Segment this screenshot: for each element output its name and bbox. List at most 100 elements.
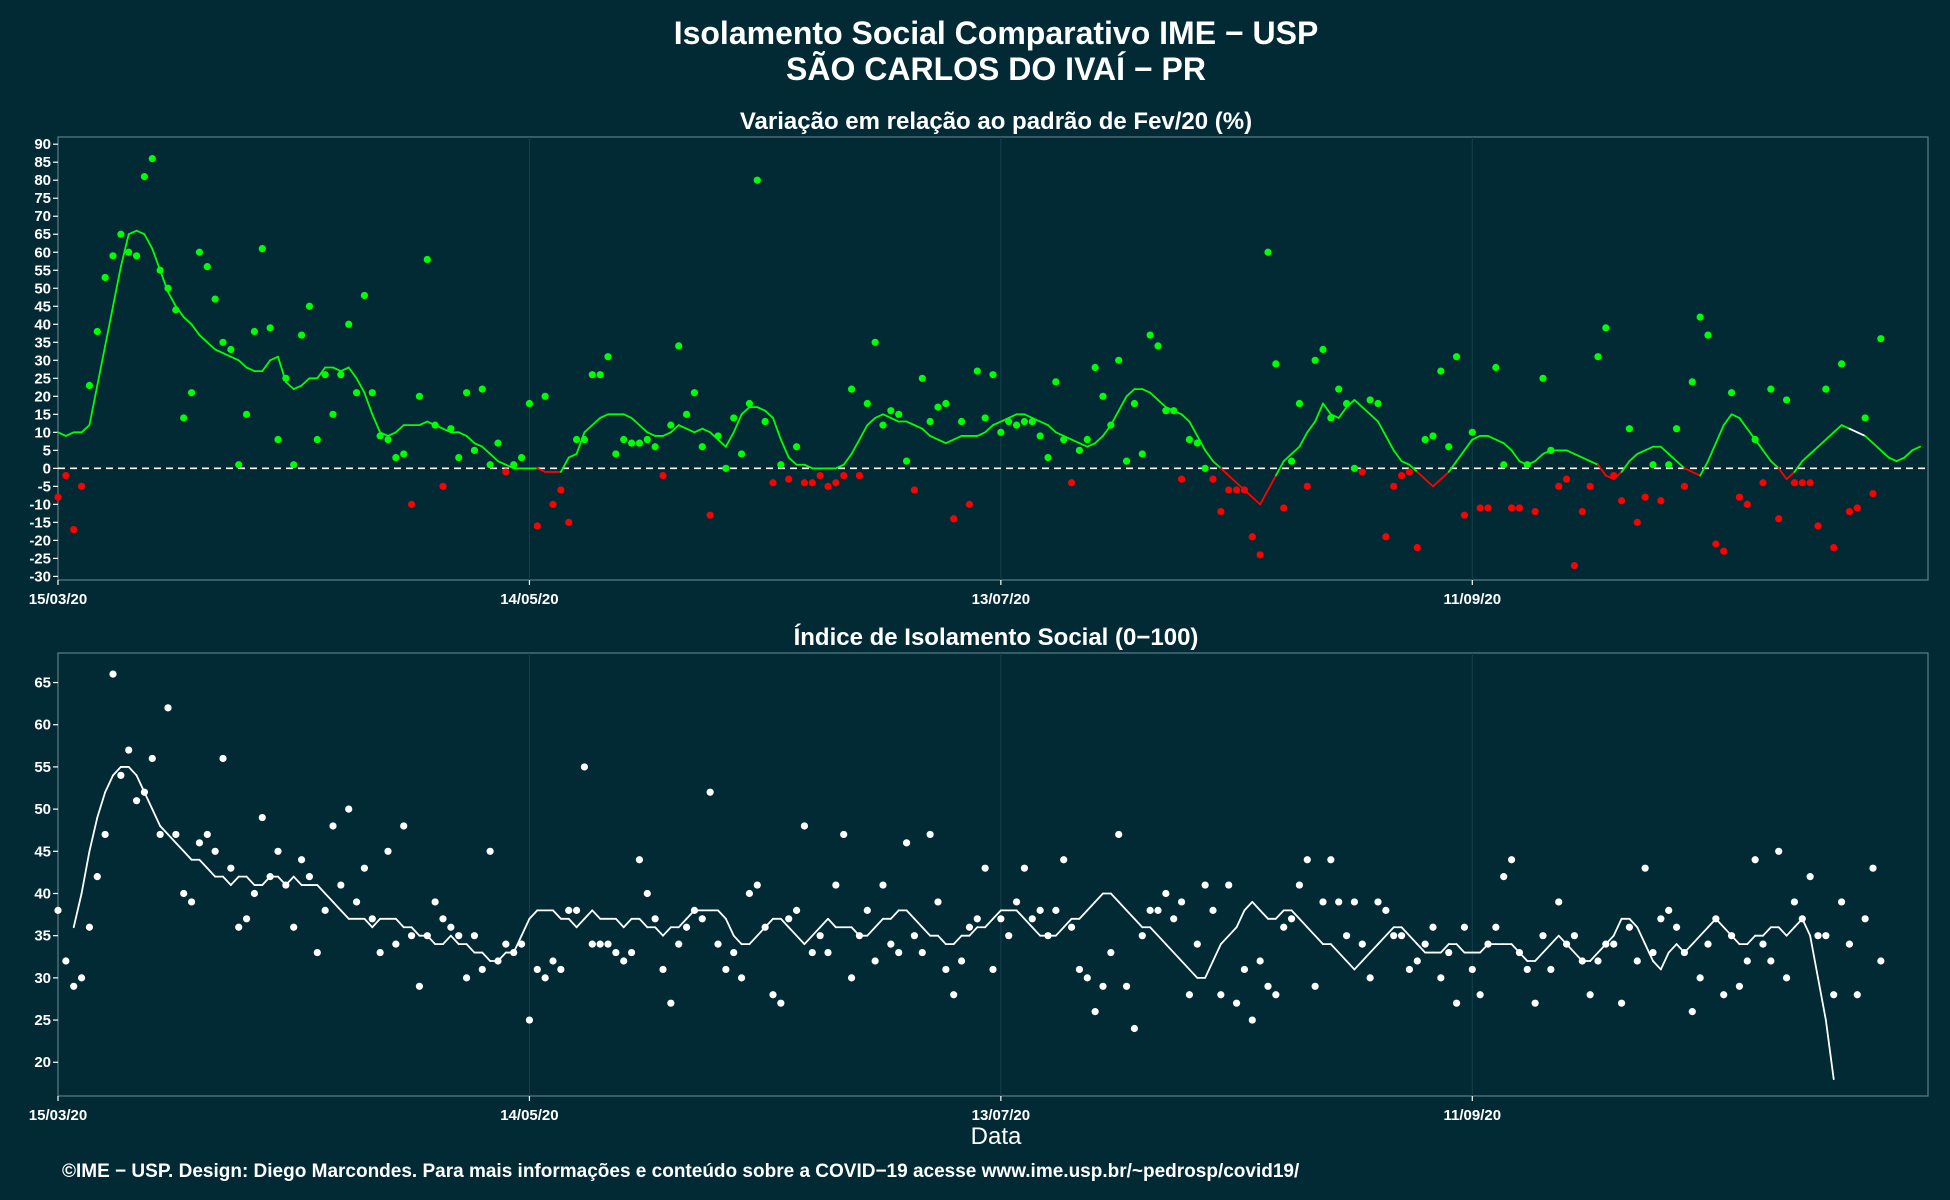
moving-average-segment bbox=[1416, 943, 1427, 954]
data-point bbox=[54, 493, 62, 501]
data-point bbox=[1720, 547, 1728, 555]
data-point bbox=[510, 461, 518, 469]
moving-average-segment bbox=[1282, 453, 1293, 463]
data-point bbox=[1350, 464, 1359, 472]
data-point bbox=[855, 471, 864, 480]
data-point bbox=[533, 965, 541, 974]
moving-average-segment bbox=[1432, 478, 1442, 488]
moving-average-segment bbox=[88, 816, 99, 853]
moving-average-segment bbox=[583, 424, 594, 434]
data-point bbox=[1177, 475, 1186, 483]
moving-average-segment bbox=[182, 850, 193, 861]
data-point bbox=[1798, 915, 1806, 923]
moving-average-segment bbox=[1424, 478, 1434, 488]
data-point bbox=[368, 389, 376, 397]
y-tick-label: 20 bbox=[34, 1054, 51, 1071]
data-point bbox=[1390, 482, 1398, 490]
data-point bbox=[934, 898, 942, 906]
moving-average-segment bbox=[80, 424, 91, 434]
moving-average-segment bbox=[1314, 934, 1324, 946]
data-point bbox=[345, 805, 353, 813]
data-point bbox=[1421, 940, 1429, 948]
moving-average-segment bbox=[583, 909, 594, 920]
data-point bbox=[620, 957, 628, 965]
moving-average-segment bbox=[222, 875, 232, 886]
data-point bbox=[1342, 932, 1351, 940]
moving-average-segment bbox=[363, 917, 374, 929]
data-point bbox=[125, 248, 133, 256]
data-point bbox=[989, 371, 997, 379]
top-panel-title: Variação em relação ao padrão de Fev/20 … bbox=[740, 108, 1252, 135]
moving-average-segment bbox=[332, 901, 342, 912]
moving-average-segment bbox=[245, 875, 256, 886]
data-point bbox=[722, 464, 730, 472]
y-tick-label: 90 bbox=[34, 136, 51, 153]
data-point bbox=[1287, 915, 1296, 923]
moving-average-segment bbox=[1824, 431, 1835, 441]
moving-average-segment bbox=[1188, 420, 1199, 437]
moving-average-segment bbox=[1675, 460, 1686, 470]
moving-average-segment bbox=[1581, 456, 1592, 463]
data-point bbox=[384, 435, 392, 444]
data-point bbox=[620, 435, 628, 444]
moving-average-segment bbox=[222, 352, 232, 358]
data-point bbox=[973, 915, 981, 923]
data-point bbox=[1555, 898, 1563, 906]
moving-average-segment bbox=[575, 431, 586, 455]
moving-average-segment bbox=[1824, 1019, 1835, 1081]
data-point bbox=[902, 457, 911, 465]
data-point bbox=[753, 176, 761, 184]
data-point bbox=[840, 830, 848, 839]
data-point bbox=[250, 327, 259, 336]
moving-average-segment bbox=[1659, 445, 1670, 455]
moving-average-segment bbox=[1243, 901, 1254, 912]
moving-average-segment bbox=[1062, 917, 1073, 929]
moving-average-segment bbox=[1054, 431, 1065, 437]
moving-average-segment bbox=[1400, 460, 1411, 466]
data-point bbox=[407, 932, 416, 940]
data-point bbox=[1091, 363, 1099, 372]
main-title: Isolamento Social Comparativo IME − USP bbox=[674, 15, 1319, 51]
moving-average-segment bbox=[1809, 445, 1819, 455]
data-point bbox=[698, 915, 706, 923]
data-point bbox=[651, 915, 659, 923]
data-point bbox=[557, 486, 565, 494]
data-point bbox=[973, 367, 981, 375]
moving-average-segment bbox=[1125, 909, 1136, 920]
data-point bbox=[140, 173, 149, 181]
moving-average-segment bbox=[64, 431, 75, 437]
data-point bbox=[1445, 443, 1453, 451]
data-point bbox=[847, 974, 856, 982]
moving-average-segment bbox=[1337, 951, 1348, 962]
moving-average-segment bbox=[1196, 435, 1207, 452]
data-point bbox=[1562, 475, 1571, 483]
data-point bbox=[1727, 389, 1736, 397]
moving-average-segment bbox=[410, 926, 421, 937]
data-point bbox=[659, 965, 667, 974]
data-point bbox=[863, 906, 871, 914]
moving-average-segment bbox=[1659, 951, 1670, 971]
data-point bbox=[258, 245, 266, 253]
moving-average-segment bbox=[1502, 442, 1513, 452]
data-point bbox=[1413, 957, 1421, 965]
data-point bbox=[855, 932, 864, 940]
data-point bbox=[1303, 856, 1311, 864]
moving-average-segment bbox=[1204, 449, 1214, 463]
data-point bbox=[1327, 414, 1335, 422]
data-point bbox=[1759, 479, 1767, 487]
data-point bbox=[643, 435, 651, 444]
data-point bbox=[1036, 432, 1044, 440]
data-point bbox=[871, 338, 879, 346]
x-tick-label: 11/09/20 bbox=[1444, 591, 1502, 608]
data-point bbox=[313, 435, 321, 444]
data-point bbox=[376, 948, 384, 957]
moving-average-segment bbox=[292, 384, 303, 391]
moving-average-segment bbox=[1298, 917, 1309, 929]
data-point bbox=[1335, 385, 1343, 393]
moving-average-segment bbox=[1117, 395, 1128, 412]
data-point bbox=[93, 873, 101, 881]
data-point bbox=[423, 255, 431, 264]
data-point bbox=[321, 906, 329, 914]
moving-average-segment bbox=[787, 926, 798, 937]
